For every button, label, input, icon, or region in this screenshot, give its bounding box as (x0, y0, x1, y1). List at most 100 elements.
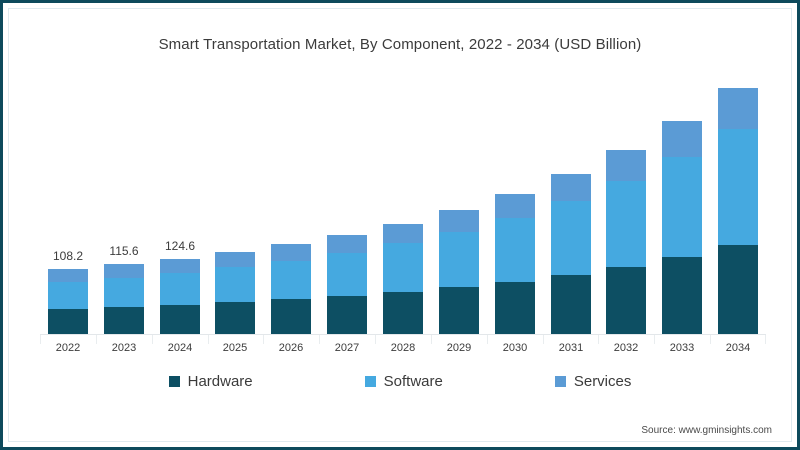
x-axis-label-2026: 2026 (278, 342, 304, 354)
bar-segment-hardware[interactable] (327, 295, 367, 335)
bar-stack (718, 88, 758, 335)
bar-segment-services[interactable] (606, 150, 646, 182)
bar-column[interactable]: 115.6 (104, 88, 144, 335)
bar-segment-software[interactable] (551, 201, 591, 275)
x-axis-labels: 2022 2023 2024 2025 2026 2027 2028 2029 2030 2031… (40, 342, 766, 362)
bar-segment-services[interactable] (271, 244, 311, 261)
bar-column[interactable]: 108.2 (48, 88, 88, 335)
x-axis-tick (375, 335, 376, 344)
chart-title: Smart Transportation Market, By Componen… (158, 36, 642, 53)
bar-segment-software[interactable] (606, 181, 646, 267)
source-attribution: Source: www.gminsights.com (641, 425, 772, 436)
bar-segment-services[interactable] (439, 210, 479, 233)
bar-segment-services[interactable] (48, 268, 88, 283)
bar-segment-hardware[interactable] (48, 308, 88, 335)
bar-stack (215, 251, 255, 335)
bar-column[interactable] (327, 88, 367, 335)
x-axis-tick (431, 335, 432, 344)
bar-column[interactable] (551, 88, 591, 335)
x-axis-label-2027: 2027 (334, 342, 360, 354)
bar-value-label: 124.6 (164, 238, 196, 253)
bar-column[interactable] (271, 88, 311, 335)
bar-segment-software[interactable] (271, 260, 311, 300)
bar-segment-services[interactable] (495, 193, 535, 219)
bar-segment-hardware[interactable] (439, 287, 479, 335)
bar-stack (495, 193, 535, 335)
bar-segment-hardware[interactable] (104, 306, 144, 335)
legend-swatch-software (364, 375, 376, 387)
legend-swatch-hardware (168, 375, 180, 387)
bar-column[interactable] (383, 88, 423, 335)
legend-swatch-services (554, 375, 566, 387)
bar-column[interactable]: 124.6 (160, 88, 200, 335)
bar-stack (104, 264, 144, 335)
x-axis-label-2033: 2033 (669, 342, 695, 354)
bar-stack (606, 150, 646, 335)
x-axis-tick (543, 335, 544, 344)
x-axis-tick (710, 335, 711, 344)
legend-label-services: Services (573, 372, 632, 390)
bar-stack (551, 174, 591, 335)
bar-segment-software[interactable] (48, 282, 88, 309)
bar-segment-hardware[interactable] (495, 281, 535, 335)
x-axis-tick (208, 335, 209, 344)
bar-segment-services[interactable] (383, 223, 423, 244)
bar-segment-hardware[interactable] (271, 299, 311, 335)
bar-segment-hardware[interactable] (160, 304, 200, 335)
bar-column[interactable] (662, 88, 702, 335)
bar-column[interactable] (439, 88, 479, 335)
bar-column[interactable] (215, 88, 255, 335)
x-axis-tick (765, 335, 766, 344)
bar-segment-hardware[interactable] (215, 302, 255, 335)
x-axis-tick (40, 335, 41, 344)
x-axis-tick (654, 335, 655, 344)
legend-label-software: Software (383, 372, 443, 390)
bar-stack (662, 121, 702, 335)
bar-column[interactable] (495, 88, 535, 335)
bar-segment-services[interactable] (662, 121, 702, 157)
bar-segment-services[interactable] (327, 234, 367, 253)
bar-column[interactable] (718, 88, 758, 335)
plot-area: 108.2 115.6 124.6 (40, 88, 766, 335)
legend-item-services[interactable]: Services (554, 372, 632, 390)
bar-segment-software[interactable] (383, 243, 423, 293)
axis-baseline (40, 334, 766, 335)
x-axis-tick (263, 335, 264, 344)
bar-segment-software[interactable] (495, 218, 535, 282)
bar-segment-hardware[interactable] (383, 292, 423, 335)
bar-stack (271, 244, 311, 335)
x-axis-label-2034: 2034 (725, 342, 751, 354)
bar-stack (327, 234, 367, 335)
bar-segment-services[interactable] (718, 88, 758, 129)
bar-segment-software[interactable] (215, 267, 255, 303)
bar-segment-software[interactable] (718, 128, 758, 246)
bar-segment-software[interactable] (327, 252, 367, 296)
bar-segment-software[interactable] (439, 232, 479, 288)
bar-segment-services[interactable] (160, 258, 200, 274)
bar-stack (160, 258, 200, 335)
legend-item-hardware[interactable]: Hardware (168, 373, 253, 390)
x-axis-label-2022: 2022 (55, 342, 81, 354)
bar-segment-services[interactable] (215, 251, 255, 268)
bar-column[interactable] (606, 88, 646, 335)
bar-segment-software[interactable] (104, 278, 144, 307)
bar-segment-software[interactable] (662, 156, 702, 257)
axis-tickmarks (40, 335, 766, 345)
bar-value-label: 115.6 (109, 244, 139, 259)
x-axis-tick (487, 335, 488, 344)
x-axis-tick (598, 335, 599, 344)
bar-segment-services[interactable] (551, 174, 591, 202)
bar-segment-hardware[interactable] (718, 245, 758, 335)
bar-segment-software[interactable] (160, 273, 200, 305)
bar-segment-services[interactable] (104, 264, 144, 279)
bar-segment-hardware[interactable] (551, 274, 591, 335)
chart-legend: Hardware Software Services (0, 368, 800, 394)
legend-item-software[interactable]: Software (364, 372, 443, 390)
x-axis-label-2025: 2025 (222, 342, 248, 354)
bar-segment-hardware[interactable] (606, 266, 646, 335)
x-axis-label-2028: 2028 (390, 342, 416, 354)
x-axis-label-2024: 2024 (167, 342, 193, 354)
bar-value-label: 108.2 (52, 248, 84, 263)
bar-segment-hardware[interactable] (662, 256, 702, 335)
x-axis-tick (152, 335, 153, 344)
